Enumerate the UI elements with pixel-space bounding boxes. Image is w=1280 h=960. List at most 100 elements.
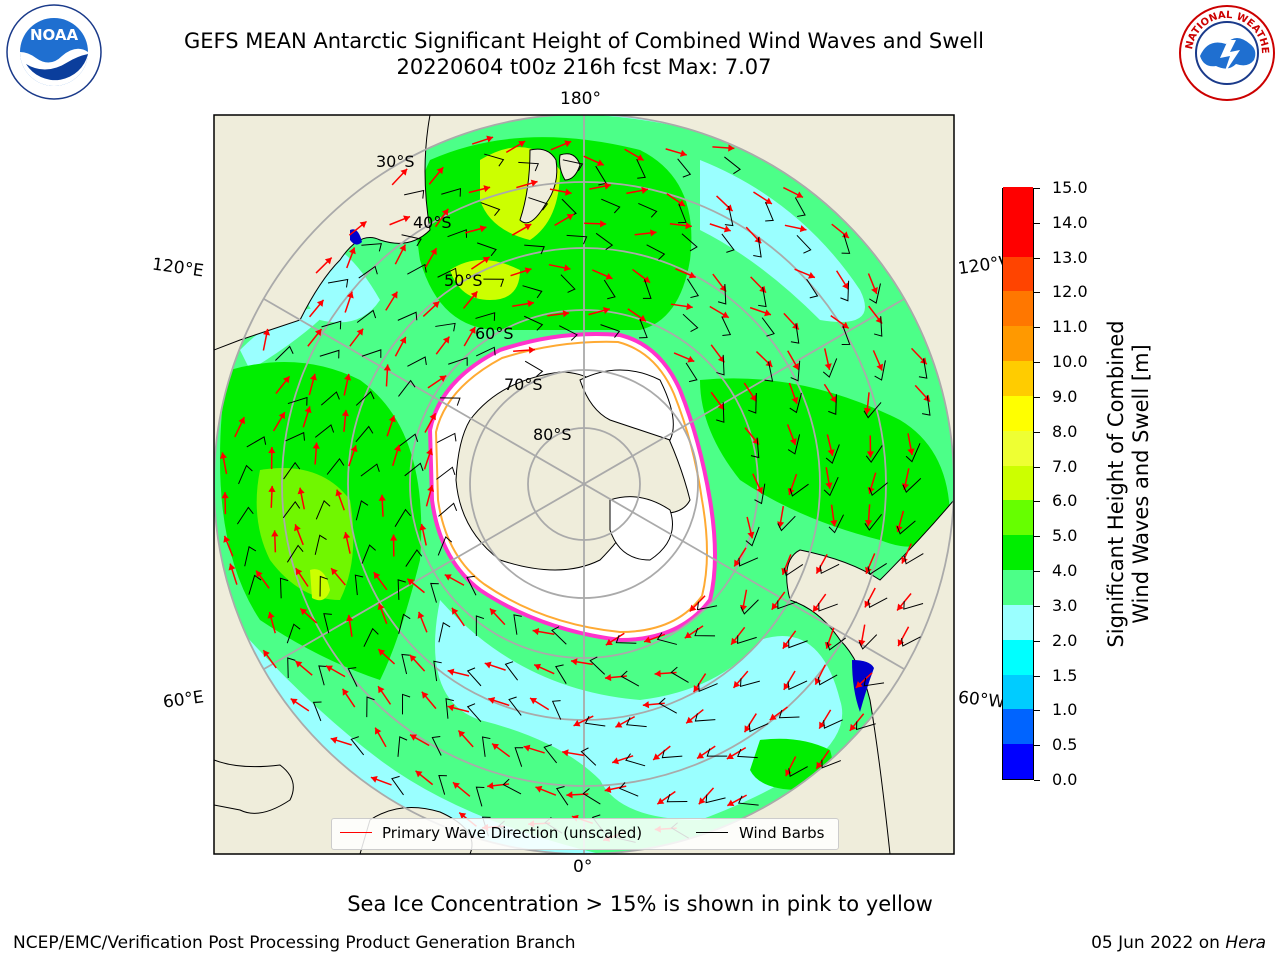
wave-arrow-head [717, 355, 725, 363]
wave-direction-swatch [340, 832, 372, 833]
wave-arrow-head [325, 665, 333, 672]
wind-barb [398, 433, 419, 447]
colorbar-segment [1003, 535, 1033, 571]
wave-arrow-head [799, 225, 807, 233]
wind-barb [436, 432, 457, 443]
wave-arrow-head [864, 520, 873, 527]
wave-arrow-head [824, 363, 832, 370]
wind-barb [670, 666, 689, 683]
wave-arrow-head [444, 574, 452, 581]
wind-barb [681, 233, 698, 252]
wave-arrow-head [600, 220, 607, 228]
wind-barb [466, 703, 482, 723]
wind-barb [355, 500, 369, 521]
wind-barb [480, 202, 501, 217]
wind-barb [279, 577, 289, 599]
wind-barb [765, 201, 774, 222]
colorbar-tick-label: 11.0 [1052, 317, 1088, 337]
wind-barb [905, 443, 921, 463]
wind-barb [626, 717, 647, 728]
wind-barb [661, 749, 683, 759]
wave-arrow-head [686, 302, 693, 311]
wave-arrow-head [221, 492, 229, 499]
wave-arrow-head [604, 673, 612, 682]
wind-barb [615, 634, 637, 644]
lat-label-50s: 50°S [444, 271, 483, 290]
wind-barb [323, 613, 332, 634]
wind-barb [347, 667, 358, 687]
wave-arrow-head [747, 531, 755, 539]
colorbar-tick-label: 4.0 [1052, 561, 1078, 581]
wind-barb [721, 316, 732, 336]
wave-arrow-head [901, 483, 909, 490]
chart-title: GEFS MEAN Antarctic Significant Height o… [183, 29, 985, 53]
wave-arrow-head [400, 168, 408, 176]
wind-barb [656, 632, 677, 645]
wave-arrow-head [734, 559, 741, 567]
wind-barb [863, 677, 885, 687]
colorbar-tick-label: 1.5 [1052, 665, 1078, 685]
wave-arrow-head [825, 482, 833, 489]
wave-arrow-head [863, 407, 871, 415]
wind-barb [522, 285, 543, 299]
wave-arrow-head [429, 413, 436, 421]
wind-barb [566, 234, 588, 245]
wave-arrow-head [693, 685, 700, 693]
colorbar-segment [1003, 186, 1033, 222]
sea-ice-caption: Sea Ice Concentration > 15% is shown in … [347, 892, 933, 916]
wave-arrow-head [447, 704, 455, 712]
colorbar-tick-label: 0.5 [1052, 735, 1078, 755]
wind-barb [401, 653, 410, 675]
wave-arrow-head [897, 603, 904, 611]
wind-barb [244, 545, 257, 567]
wave-arrow-head [842, 282, 849, 290]
wind-barb [361, 544, 376, 564]
wave-arrow-head [488, 697, 496, 704]
wave-arrow-head [486, 135, 494, 143]
wave-arrow-head [390, 534, 398, 541]
wave-arrow-head [728, 144, 735, 152]
wave-arrow-head [442, 336, 450, 344]
wind-barb [354, 574, 364, 596]
wave-arrow-head [378, 649, 386, 656]
wind-barb [397, 736, 408, 757]
colorbar-segment [1003, 360, 1033, 396]
wave-arrow-head [796, 191, 804, 198]
wave-arrow-head [876, 363, 884, 371]
wind-barb [514, 747, 524, 767]
wind-barb [595, 232, 614, 251]
wind-barb [864, 513, 883, 531]
wave-arrow-head [727, 799, 735, 806]
wave-arrow-head [562, 310, 570, 318]
wave-arrow-head [871, 287, 878, 294]
date-text: 05 Jun 2022 on [1091, 933, 1226, 953]
wave-arrow-head [483, 185, 491, 193]
wave-arrow-head [749, 394, 757, 402]
wave-arrow-head [331, 568, 338, 576]
wave-arrow-head [686, 716, 694, 724]
wave-arrow-head [267, 611, 275, 619]
wave-arrow-head [650, 229, 657, 237]
wind-barb [401, 234, 422, 247]
wave-arrow-head [534, 663, 542, 671]
wave-arrow-head [403, 215, 411, 223]
wind-barb [484, 153, 505, 167]
wind-barb [287, 396, 308, 406]
wave-arrow-head [482, 256, 490, 264]
wind-barb [867, 563, 887, 576]
wave-arrow-head [268, 447, 276, 454]
wave-arrow-head [484, 661, 492, 669]
colorbar-tick-label: 2.0 [1052, 630, 1078, 650]
wind-barb [319, 575, 329, 597]
wave-arrow-head [816, 761, 823, 769]
wind-barb [783, 563, 804, 577]
wind-barb [748, 723, 769, 733]
noaa-logo: NOAA [6, 4, 102, 100]
wave-arrow-head [604, 785, 612, 793]
wind-barb [524, 244, 545, 255]
wave-arrow-head [346, 291, 354, 299]
wind-barb [326, 457, 345, 475]
wind-barb [483, 278, 505, 288]
lon-label-0: 0° [573, 857, 593, 877]
wave-arrow-head [523, 744, 531, 752]
